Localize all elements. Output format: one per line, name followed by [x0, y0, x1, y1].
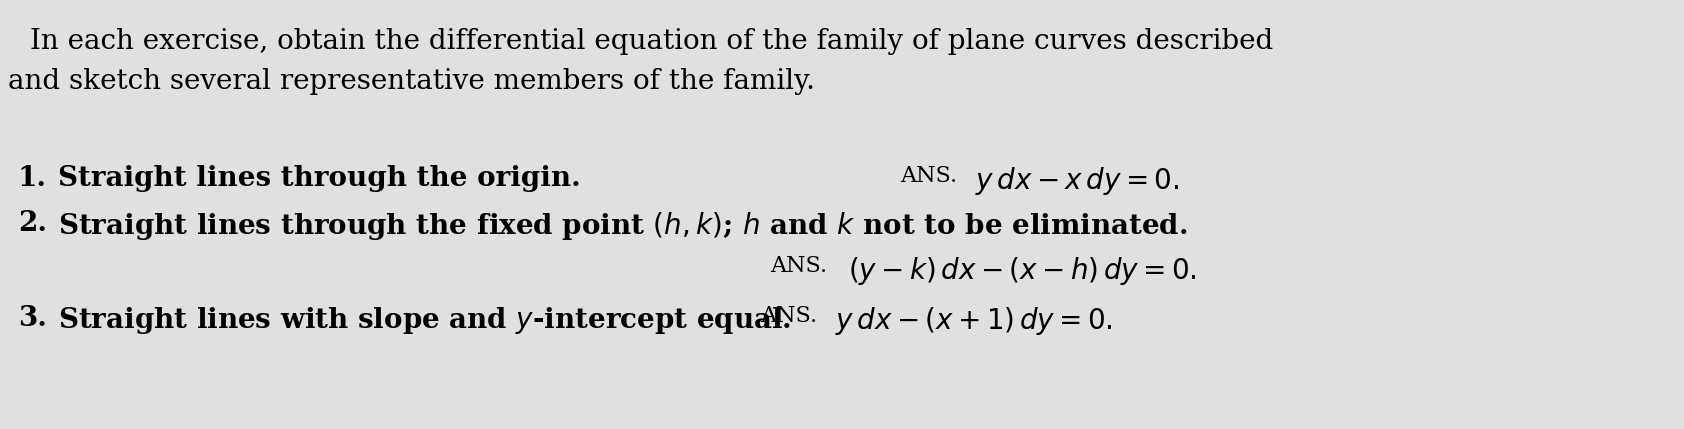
Text: Straight lines through the fixed point $(h, k)$; $h$ and $k$ not to be eliminate: Straight lines through the fixed point $… [57, 210, 1187, 242]
Text: and sketch several representative members of the family.: and sketch several representative member… [8, 68, 815, 95]
Text: $(y - k)\,dx - (x - h)\,dy = 0.$: $(y - k)\,dx - (x - h)\,dy = 0.$ [849, 255, 1197, 287]
Text: ANS.: ANS. [899, 165, 957, 187]
Text: 2.: 2. [19, 210, 47, 237]
Text: In each exercise, obtain the differential equation of the family of plane curves: In each exercise, obtain the differentia… [30, 28, 1273, 55]
Text: ANS.: ANS. [759, 305, 817, 327]
Text: 3.: 3. [19, 305, 47, 332]
Text: Straight lines with slope and $y$-intercept equal.: Straight lines with slope and $y$-interc… [57, 305, 791, 336]
Text: ANS.: ANS. [770, 255, 827, 277]
Text: 1.: 1. [19, 165, 47, 192]
Text: $y\,dx - (x + 1)\,dy = 0.$: $y\,dx - (x + 1)\,dy = 0.$ [835, 305, 1113, 337]
Text: Straight lines through the origin.: Straight lines through the origin. [57, 165, 581, 192]
Text: $y\,dx - x\,dy = 0.$: $y\,dx - x\,dy = 0.$ [975, 165, 1179, 197]
